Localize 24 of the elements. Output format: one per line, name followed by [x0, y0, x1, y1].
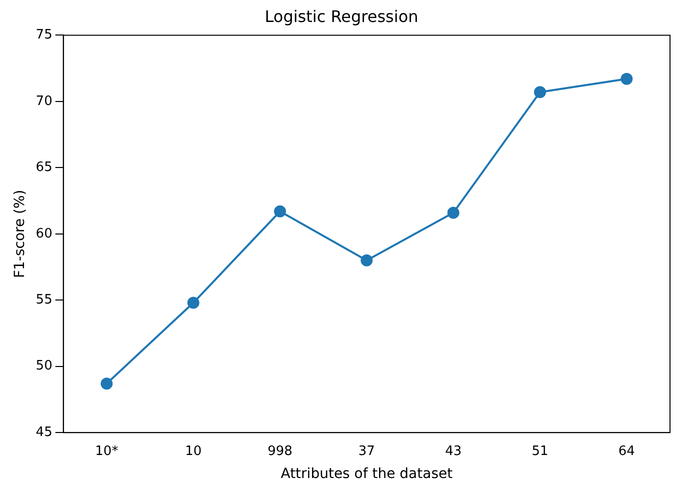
x-tick-label: 37 [358, 444, 375, 459]
x-tick-label: 51 [532, 444, 548, 459]
point [274, 205, 286, 218]
y-tick-label: 65 [36, 160, 52, 176]
point [187, 296, 200, 309]
point [620, 72, 633, 85]
chart-title: Logistic Regression [264, 6, 418, 26]
point [534, 86, 546, 98]
y-tick-label: 70 [36, 94, 52, 109]
y-tick-label: 75 [36, 28, 52, 43]
y-axis-title: F1-score (%) [12, 190, 28, 278]
x-tick-label: 43 [445, 444, 462, 459]
point [360, 254, 373, 266]
x-axis-title: Attributes of the dataset [280, 466, 454, 482]
x-tick-label: 10 [185, 444, 202, 459]
y-tick-label: 45 [36, 424, 52, 440]
point [447, 206, 460, 219]
x-tick-label: 64 [618, 444, 635, 459]
x-tick-label: 10* [95, 444, 119, 459]
y-tick-label: 50 [36, 358, 52, 374]
y-tick-label: 60 [36, 226, 52, 242]
x-tick-label: 998 [268, 444, 292, 459]
point [100, 378, 113, 390]
y-tick-label: 55 [36, 292, 52, 308]
